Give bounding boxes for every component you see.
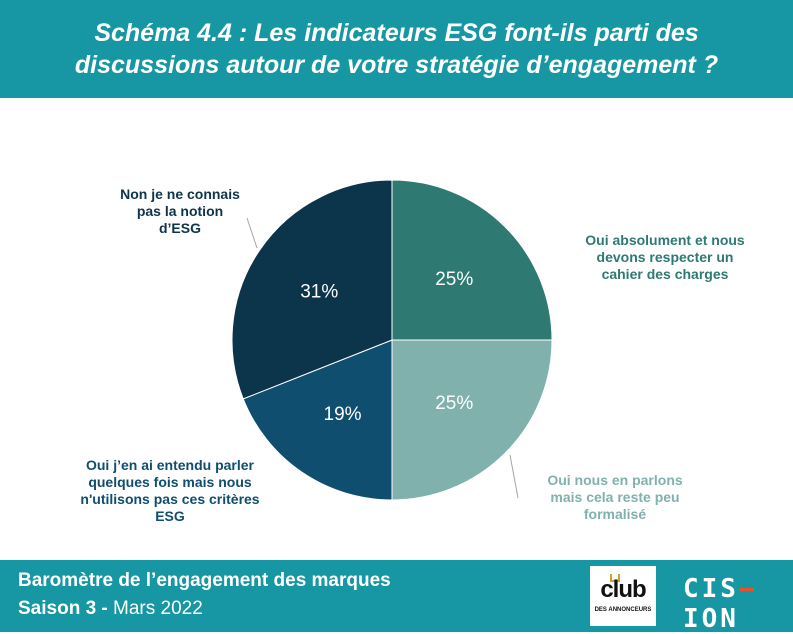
- footer-season: Saison 3 -: [18, 598, 108, 619]
- club-logo-subtitle: DES ANNONCEURS: [594, 607, 652, 613]
- slice-category-label: Non je ne connais pas la notion d’ESG: [100, 186, 260, 237]
- title-line-1: Schéma 4.4 : Les indicateurs ESG font-il…: [94, 19, 699, 47]
- crown-icon: [610, 574, 620, 582]
- cision-logo-left: CIS: [683, 574, 739, 604]
- leader-line: [246, 217, 258, 249]
- label-line: pas la notion: [136, 203, 224, 219]
- slice-category-label: Oui absolument et nous devons respecter u…: [565, 232, 765, 283]
- label-line: mais cela reste peu: [550, 489, 680, 505]
- cision-logo: CISION: [683, 574, 793, 634]
- title-banner: Schéma 4.4 : Les indicateurs ESG font-il…: [0, 0, 793, 98]
- label-line: n'utilisons pas ces critères: [80, 491, 260, 507]
- footer-title: Baromètre de l’engagement des marques: [18, 570, 391, 591]
- label-line: Oui j’en ai entendu parler: [85, 457, 255, 473]
- footer-subtitle: Saison 3 - Mars 2022: [18, 598, 203, 620]
- pie-chart: 25% 25% 19% 31%: [231, 179, 553, 501]
- footer-banner: Baromètre de l’engagement des marques Sa…: [0, 560, 793, 634]
- label-line: Non je ne connais: [120, 186, 240, 202]
- pie-slices: [231, 179, 553, 501]
- leader-lines: [246, 217, 519, 499]
- label-line: devons respecter un: [596, 249, 734, 265]
- label-line: cahier des charges: [601, 266, 729, 282]
- value-labels: 25% 25% 19% 31%: [300, 269, 473, 425]
- label-line: formalisé: [583, 506, 647, 522]
- label-line: ESG: [155, 508, 185, 524]
- label-line: quelques fois mais nous: [88, 474, 252, 490]
- slice-value-label: 25%: [435, 269, 473, 290]
- slice-category-label: Oui j’en ai entendu parler quelques fois …: [60, 457, 280, 525]
- pie-slice: [391, 339, 553, 501]
- pie-slice: [391, 179, 553, 341]
- label-line: d’ESG: [158, 220, 201, 236]
- label-line: Oui absolument et nous: [585, 232, 745, 248]
- slice-category-label: Oui nous en parlons mais cela reste peu fo…: [530, 472, 700, 523]
- slice-value-label: 25%: [435, 393, 473, 414]
- cision-dash-icon: [739, 588, 754, 591]
- page-title: Schéma 4.4 : Les indicateurs ESG font-il…: [17, 17, 777, 81]
- footer-date: Mars 2022: [107, 598, 203, 619]
- slice-value-label: 31%: [300, 282, 338, 303]
- slice-value-label: 19%: [324, 404, 362, 425]
- club-des-annonceurs-logo: club DES ANNONCEURS: [590, 566, 656, 626]
- club-logo-word: club: [600, 576, 646, 603]
- cision-logo-right: ION: [683, 604, 739, 634]
- pie-slice: [242, 339, 393, 501]
- label-line: Oui nous en parlons: [547, 472, 683, 488]
- title-line-2: discussions autour de votre stratégie d’…: [74, 51, 719, 79]
- leader-line: [509, 454, 519, 499]
- pie-slice: [231, 179, 393, 400]
